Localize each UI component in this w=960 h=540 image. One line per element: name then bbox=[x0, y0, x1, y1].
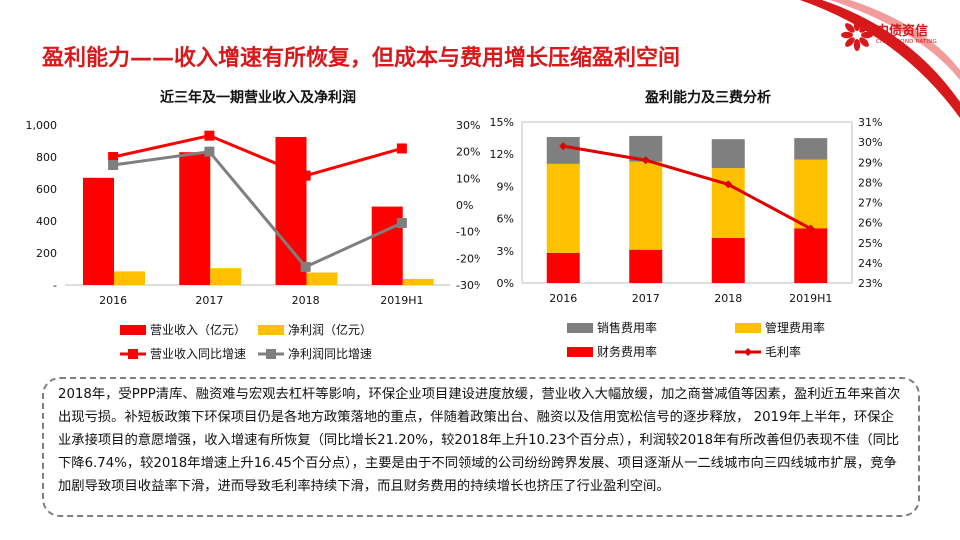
chart1-line-point bbox=[204, 130, 215, 141]
chart2-stack-segment bbox=[711, 139, 745, 169]
chart2-right-tick-label: 29% bbox=[858, 156, 882, 169]
chart1-line-point bbox=[396, 143, 407, 154]
chart1-bar-net-profit bbox=[114, 271, 145, 285]
chart1-left-tick-label: 400 bbox=[36, 215, 57, 228]
chart2-line-point bbox=[559, 142, 568, 151]
chart1-category-label: 2016 bbox=[99, 294, 127, 307]
chart2-right-tick-label: 30% bbox=[858, 136, 882, 149]
chart1-legend-swatch bbox=[120, 325, 146, 335]
chart1-line-point bbox=[396, 217, 407, 228]
chart2-line-point bbox=[724, 180, 733, 189]
chart2-right-tick-label: 27% bbox=[858, 197, 882, 210]
chart2-stack-segment bbox=[629, 161, 663, 250]
chart2-legend-marker bbox=[744, 348, 752, 356]
chart1-right-tick-label: 20% bbox=[456, 146, 480, 159]
chart2-stack-segment bbox=[711, 237, 745, 283]
summary-box: 2018年，受PPP清库、融资难与宏观去杠杆等影响，环保企业项目建设进度放缓，营… bbox=[42, 377, 920, 517]
chart2-stack-segment bbox=[794, 228, 828, 283]
chart2-legend-label: 销售费用率 bbox=[597, 320, 657, 335]
chart1-right-tick-label: -10% bbox=[456, 226, 480, 239]
chart1-line-0 bbox=[112, 134, 403, 178]
chart2-category-label: 2016 bbox=[549, 292, 577, 305]
chart2-left-tick-label: 15% bbox=[490, 116, 514, 129]
chart2-line-point bbox=[806, 224, 815, 233]
chart2-stack-segment bbox=[711, 168, 745, 238]
chart1-right-tick-label: -20% bbox=[456, 252, 480, 265]
chart1-right-tick-label: 10% bbox=[456, 172, 480, 185]
chart1-category-label: 2019H1 bbox=[380, 294, 423, 307]
logo-flower-icon bbox=[841, 19, 873, 51]
chart1-left-tick-label: 200 bbox=[36, 247, 57, 260]
chart1-category-label: 2018 bbox=[292, 294, 320, 307]
chart2-left-tick-label: 0% bbox=[497, 277, 514, 290]
chart2-stack-segment bbox=[546, 137, 580, 164]
chart1-bar-net-profit bbox=[306, 272, 338, 285]
chart2-right-tick-label: 28% bbox=[858, 176, 882, 189]
chart1-legend-label: 净利润（亿元） bbox=[288, 322, 372, 337]
chart2-left-tick-label: 3% bbox=[497, 245, 514, 258]
chart1-left-tick-label: 800 bbox=[36, 151, 57, 164]
chart1-left-tick-label: 600 bbox=[36, 183, 57, 196]
chart1-line-point bbox=[108, 160, 119, 170]
chart1-legend-swatch bbox=[258, 325, 284, 335]
chart2-right-tick-label: 23% bbox=[858, 277, 882, 290]
chart2-right-tick-label: 25% bbox=[858, 237, 882, 250]
chart2-stack-segment bbox=[794, 159, 828, 229]
chart1-line-point bbox=[204, 146, 215, 157]
chart2-legend-swatch bbox=[567, 323, 593, 333]
chart1-legend-label: 净利润同比增速 bbox=[288, 347, 372, 361]
chart1-line-1 bbox=[112, 150, 403, 269]
chart1-line-point bbox=[108, 152, 119, 162]
chart1-bar-net-profit bbox=[402, 278, 434, 285]
chart1-right-tick-label: -30% bbox=[456, 279, 480, 292]
chart2-left-tick-label: 12% bbox=[490, 148, 514, 161]
chart2-legend-swatch bbox=[735, 323, 761, 333]
chart2-category-label: 2017 bbox=[632, 292, 660, 305]
chart2-legend-label: 财务费用率 bbox=[597, 344, 657, 359]
chart1-bar-revenue bbox=[83, 177, 114, 285]
chart2-stack-segment bbox=[546, 163, 580, 253]
chart1-left-tick-label: 1,000 bbox=[26, 119, 58, 132]
chart2-stack-segment bbox=[629, 249, 663, 283]
chart2-legend-label: 毛利率 bbox=[765, 344, 801, 359]
chart1-bar-revenue bbox=[179, 152, 211, 285]
summary-text: 2018年，受PPP清库、融资难与宏观去杠杆等影响，环保企业项目建设进度放缓，营… bbox=[58, 387, 901, 494]
logo-name-cn: 中债资信 bbox=[876, 24, 929, 39]
logo-name-en: CHINA BOND RATING bbox=[876, 39, 938, 45]
chart1-line-point bbox=[300, 261, 311, 272]
chart1-legend-marker bbox=[128, 349, 138, 359]
chart2-legend-label: 管理费用率 bbox=[765, 320, 825, 335]
chart1-legend-label: 营业收入同比增速 bbox=[150, 347, 246, 361]
page-title: 盈利能力——收入增速有所恢复，但成本与费用增长压缩盈利空间 bbox=[42, 46, 681, 71]
company-logo: 中债资信 CHINA BOND RATING bbox=[838, 14, 958, 58]
chart2-stack-segment bbox=[794, 138, 828, 160]
chart1-left-tick-label: - bbox=[53, 279, 57, 292]
chart2-category-label: 2019H1 bbox=[789, 292, 832, 305]
chart2-left-tick-label: 6% bbox=[497, 213, 514, 226]
chart1-right-tick-label: 30% bbox=[456, 119, 480, 132]
chart1-legend-marker bbox=[266, 349, 276, 359]
chart1-legend-label: 营业收入（亿元） bbox=[150, 322, 246, 337]
chart2-plot-frame bbox=[521, 121, 853, 284]
chart2-right-tick-label: 24% bbox=[858, 257, 882, 270]
chart2-stack-segment bbox=[546, 252, 580, 283]
chart1-bar-net-profit bbox=[210, 268, 242, 285]
chart1-right-tick-label: 0% bbox=[456, 199, 473, 212]
chart1-line-point bbox=[300, 170, 311, 181]
chart2-left-tick-label: 9% bbox=[497, 180, 514, 193]
chart1-category-label: 2017 bbox=[195, 294, 223, 307]
chart2-category-label: 2018 bbox=[714, 292, 742, 305]
chart1-title: 近三年及一期营业收入及净利润 bbox=[160, 90, 356, 106]
revenue-profit-chart: - 200 400 600 800 1,000 -30% -20% -10% 0% 10% 20% 30… bbox=[26, 119, 481, 361]
chart2-legend-swatch bbox=[567, 347, 593, 357]
chart2-title: 盈利能力及三费分析 bbox=[645, 90, 771, 106]
chart2-line-0 bbox=[562, 144, 812, 230]
chart2-stack-segment bbox=[629, 135, 663, 162]
chart2-line-point bbox=[641, 156, 650, 165]
chart2-right-tick-label: 26% bbox=[858, 217, 882, 230]
